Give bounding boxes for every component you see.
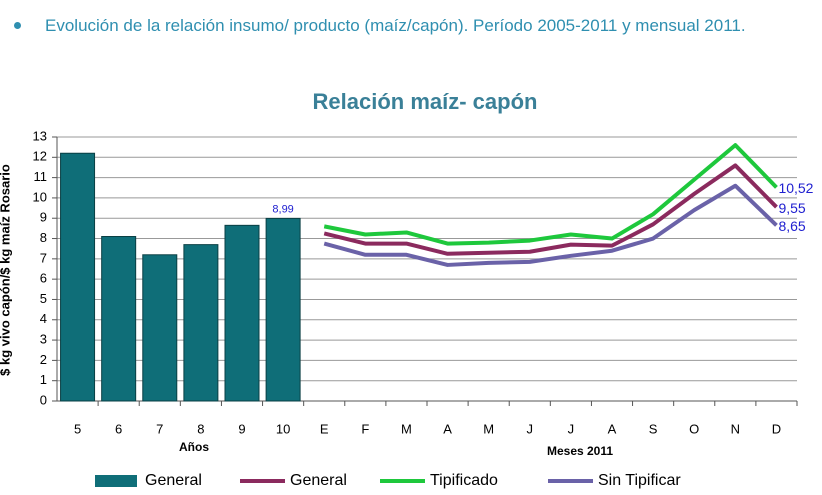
bar <box>142 254 178 402</box>
data-label: 8,99 <box>272 203 293 215</box>
y-tick-label: 6 <box>40 271 47 286</box>
y-tick-label: 7 <box>40 250 47 265</box>
legend-label: General <box>145 472 202 489</box>
y-tick-label: 3 <box>40 332 47 347</box>
bar <box>101 236 137 402</box>
y-tick-label: 4 <box>40 311 47 326</box>
y-tick-label: 12 <box>33 149 47 164</box>
bar <box>183 244 219 402</box>
x-tick-label: M <box>401 421 412 436</box>
x-tick-label: N <box>731 421 740 436</box>
y-tick-label: 11 <box>34 169 48 184</box>
x-tick-label: 10 <box>276 421 290 436</box>
y-axis-label: $ kg vivo capón/$ kg maíz Rosario <box>0 164 12 376</box>
group-label: Meses 2011 <box>547 444 613 458</box>
bar <box>224 224 260 402</box>
y-tick-label: 13 <box>33 128 47 143</box>
data-label: 10,52 <box>778 180 813 196</box>
legend-swatch <box>95 475 137 487</box>
x-tick-label: J <box>527 421 534 436</box>
legend-label: Sin Tipificar <box>598 472 681 489</box>
bullet <box>14 22 21 29</box>
group-label: Años <box>179 440 209 454</box>
y-tick-label: 10 <box>33 189 47 204</box>
x-tick-label: 7 <box>156 421 163 436</box>
line <box>323 163 778 256</box>
x-tick-label: F <box>361 421 369 436</box>
header-text: Evolución de la relación insumo/ product… <box>45 16 746 35</box>
legend-label: Tipificado <box>430 472 498 489</box>
legend-label: General <box>290 472 347 489</box>
x-tick-label: M <box>483 421 494 436</box>
y-tick-label: 9 <box>40 210 47 225</box>
x-tick-label: A <box>608 421 617 436</box>
bar <box>60 152 96 402</box>
x-tick-label: J <box>568 421 575 436</box>
line <box>323 183 778 267</box>
x-tick-label: 8 <box>197 421 204 436</box>
x-tick-label: D <box>772 421 781 436</box>
x-tick-label: O <box>689 421 699 436</box>
data-label: 8,65 <box>778 218 805 234</box>
y-tick-label: 0 <box>40 392 47 407</box>
y-tick-label: 1 <box>40 372 47 387</box>
x-tick-label: 9 <box>238 421 245 436</box>
x-tick-label: 5 <box>74 421 81 436</box>
x-tick-label: A <box>443 421 452 436</box>
y-tick-label: 2 <box>40 352 47 367</box>
line <box>323 143 778 246</box>
y-tick-label: 8 <box>40 230 47 245</box>
chart-title: Relación maíz- capón <box>313 89 538 114</box>
x-tick-label: 6 <box>115 421 122 436</box>
data-label: 9,55 <box>778 200 805 216</box>
y-tick-label: 5 <box>40 291 47 306</box>
x-tick-label: S <box>649 421 658 436</box>
bar <box>265 217 301 402</box>
x-tick-label: E <box>320 421 329 436</box>
